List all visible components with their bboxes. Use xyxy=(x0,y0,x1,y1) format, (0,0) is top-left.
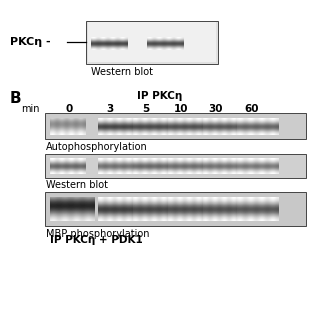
Bar xyxy=(88,22,216,62)
Bar xyxy=(86,21,218,64)
Text: Western blot: Western blot xyxy=(91,67,153,77)
Text: 5: 5 xyxy=(142,104,149,114)
Bar xyxy=(45,154,306,178)
Text: 30: 30 xyxy=(209,104,223,114)
Text: Western blot: Western blot xyxy=(46,180,108,190)
Bar xyxy=(45,113,306,139)
Text: IP PKCη + PDK1: IP PKCη + PDK1 xyxy=(50,235,142,245)
Text: min: min xyxy=(21,104,39,114)
Text: 3: 3 xyxy=(107,104,114,114)
Text: IP PKCη: IP PKCη xyxy=(137,91,183,101)
Text: B: B xyxy=(10,91,21,106)
Text: Autophosphorylation: Autophosphorylation xyxy=(46,142,148,152)
Text: 60: 60 xyxy=(244,104,259,114)
Text: PKCη -: PKCη - xyxy=(10,37,50,47)
Text: MBP phosphorylation: MBP phosphorylation xyxy=(46,229,150,239)
Text: 0: 0 xyxy=(65,104,72,114)
Bar xyxy=(45,192,306,226)
Text: 10: 10 xyxy=(173,104,188,114)
